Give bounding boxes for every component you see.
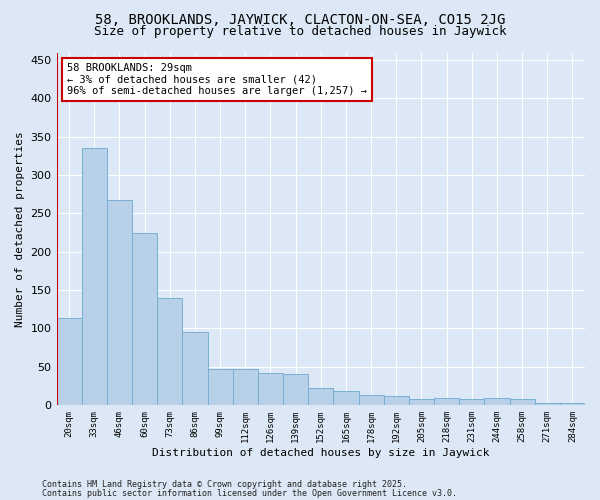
- Bar: [509, 398, 535, 405]
- Bar: [459, 398, 484, 405]
- Bar: [283, 374, 308, 405]
- Bar: [258, 372, 283, 405]
- Bar: [107, 200, 132, 405]
- Text: 58 BROOKLANDS: 29sqm
← 3% of detached houses are smaller (42)
96% of semi-detach: 58 BROOKLANDS: 29sqm ← 3% of detached ho…: [67, 63, 367, 96]
- Text: Contains HM Land Registry data © Crown copyright and database right 2025.: Contains HM Land Registry data © Crown c…: [42, 480, 407, 489]
- Bar: [308, 388, 334, 405]
- Text: 58, BROOKLANDS, JAYWICK, CLACTON-ON-SEA, CO15 2JG: 58, BROOKLANDS, JAYWICK, CLACTON-ON-SEA,…: [95, 12, 505, 26]
- Bar: [157, 298, 182, 405]
- Bar: [132, 234, 157, 405]
- Bar: [334, 391, 359, 405]
- Bar: [233, 369, 258, 405]
- Y-axis label: Number of detached properties: Number of detached properties: [15, 131, 25, 326]
- X-axis label: Distribution of detached houses by size in Jaywick: Distribution of detached houses by size …: [152, 448, 490, 458]
- Bar: [182, 332, 208, 405]
- Bar: [208, 369, 233, 405]
- Bar: [383, 396, 409, 405]
- Bar: [535, 404, 560, 405]
- Bar: [56, 318, 82, 405]
- Bar: [409, 398, 434, 405]
- Bar: [82, 148, 107, 405]
- Bar: [434, 398, 459, 405]
- Bar: [359, 395, 383, 405]
- Text: Contains public sector information licensed under the Open Government Licence v3: Contains public sector information licen…: [42, 488, 457, 498]
- Bar: [484, 398, 509, 405]
- Bar: [560, 404, 585, 405]
- Text: Size of property relative to detached houses in Jaywick: Size of property relative to detached ho…: [94, 25, 506, 38]
